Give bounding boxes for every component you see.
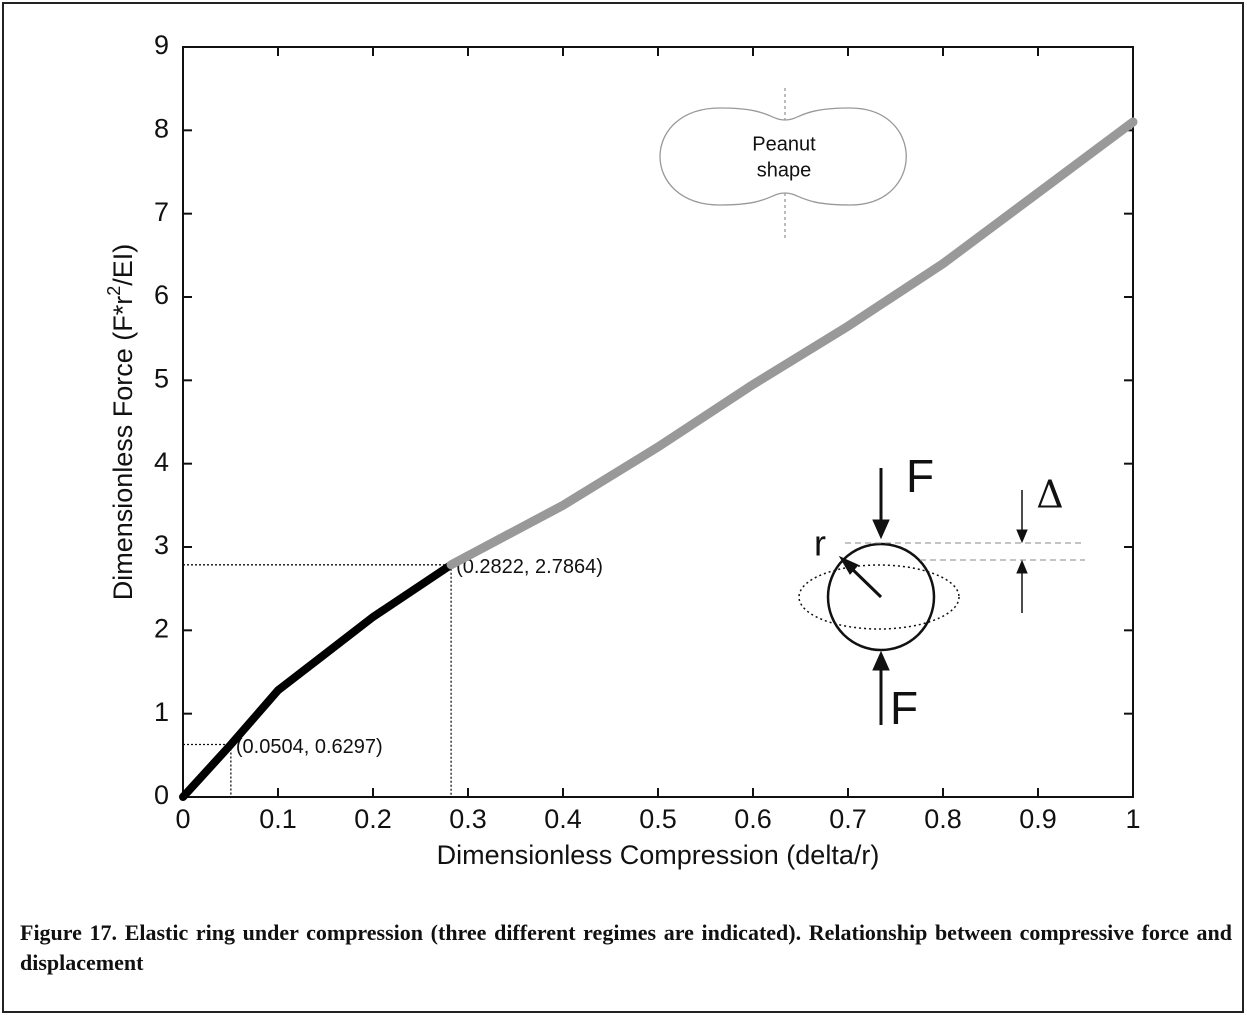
peanut-inset: [659, 88, 907, 238]
x-tick-label: 0.3: [449, 804, 487, 834]
y-tick-label: 9: [154, 30, 169, 60]
y-tick-label: 4: [154, 447, 169, 477]
y-tick-label: 3: [154, 530, 169, 560]
y-tick-label: 0: [154, 780, 169, 810]
x-tick-label: 0.7: [829, 804, 867, 834]
x-tick-label: 0.1: [259, 804, 297, 834]
x-tick-label: 0.9: [1019, 804, 1057, 834]
curve: [179, 560, 456, 801]
point-label: (0.2822, 2.7864): [456, 556, 603, 578]
y-tick-label: 5: [154, 363, 169, 393]
y-tick-label: 6: [154, 280, 169, 310]
ring-inset: [798, 468, 1085, 725]
peanut-label: shape: [757, 159, 812, 181]
delta-label: Δ: [1036, 473, 1063, 517]
x-tick-label: 0.5: [639, 804, 677, 834]
y-label-part: Dimensionless Force (F*r: [108, 296, 138, 601]
point-label: (0.0504, 0.6297): [236, 736, 383, 758]
x-tick-label: 0.6: [734, 804, 772, 834]
y-label-part: /EI): [108, 244, 138, 286]
x-tick-label: 0.2: [354, 804, 392, 834]
x-axis-label: Dimensionless Compression (delta/r): [437, 840, 880, 870]
y-tick-label: 8: [154, 113, 169, 143]
radius-label: r: [814, 523, 826, 564]
peanut-label: Peanut: [752, 133, 816, 155]
y-tick-label: 7: [154, 197, 169, 227]
y-tick-label: 1: [154, 697, 169, 727]
figure-caption: Figure 17. Elastic ring under compressio…: [20, 920, 1232, 975]
y-label-sup: 2: [104, 286, 124, 296]
x-tick-label: 0.4: [544, 804, 582, 834]
y-tick-label: 2: [154, 613, 169, 643]
x-tick-label: 0.8: [924, 804, 962, 834]
plot-frame: [182, 46, 1134, 798]
x-tick-label: 1: [1125, 804, 1140, 834]
x-tick-label: 0: [175, 804, 190, 834]
force-label: F: [906, 450, 934, 502]
force-label: F: [890, 682, 918, 734]
y-axis-label: Dimensionless Force (F*r2/EI): [104, 244, 138, 601]
curve: [446, 117, 1138, 570]
